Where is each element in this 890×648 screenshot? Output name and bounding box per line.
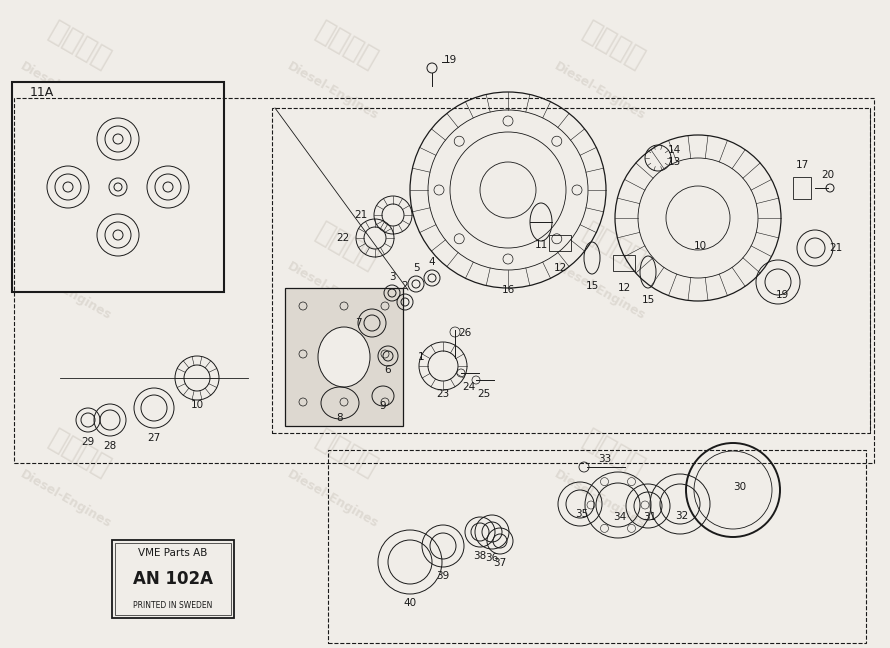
- Text: 10: 10: [190, 400, 204, 410]
- Text: 27: 27: [148, 433, 160, 443]
- Text: 紫发动力: 紫发动力: [578, 17, 650, 74]
- Ellipse shape: [318, 327, 370, 387]
- Text: 28: 28: [103, 441, 117, 451]
- Text: 12: 12: [554, 263, 567, 273]
- Text: 36: 36: [485, 553, 498, 563]
- Text: 25: 25: [477, 389, 490, 399]
- Text: Diesel-Engines: Diesel-Engines: [285, 260, 381, 323]
- Text: 紫发动力: 紫发动力: [312, 17, 383, 74]
- Text: 22: 22: [336, 233, 350, 243]
- Text: VME Parts AB: VME Parts AB: [138, 548, 207, 558]
- Text: 29: 29: [81, 437, 94, 447]
- Text: Diesel-Engines: Diesel-Engines: [18, 468, 114, 530]
- Text: 17: 17: [796, 160, 809, 170]
- Text: PRINTED IN SWEDEN: PRINTED IN SWEDEN: [134, 601, 213, 610]
- Text: 14: 14: [668, 145, 681, 155]
- Text: 3: 3: [389, 272, 395, 282]
- Text: 21: 21: [829, 243, 843, 253]
- Text: 紫发动力: 紫发动力: [312, 425, 383, 482]
- Text: 11: 11: [534, 240, 547, 250]
- Text: 7: 7: [355, 318, 361, 328]
- Bar: [285, 288, 403, 426]
- Text: 21: 21: [354, 210, 368, 220]
- Text: 34: 34: [613, 512, 627, 522]
- Text: 19: 19: [443, 55, 457, 65]
- Text: AN 102A: AN 102A: [133, 570, 213, 588]
- Text: 31: 31: [643, 512, 657, 522]
- Text: 紫发动力: 紫发动力: [312, 218, 383, 275]
- Text: 6: 6: [384, 365, 392, 375]
- Bar: [12, 82, 224, 292]
- Text: 1: 1: [417, 352, 425, 362]
- Text: 9: 9: [380, 401, 386, 411]
- Text: 4: 4: [429, 257, 435, 267]
- Text: 紫发动力: 紫发动力: [44, 17, 116, 74]
- Text: 35: 35: [575, 509, 588, 519]
- Text: 23: 23: [436, 389, 449, 399]
- Text: 紫发动力: 紫发动力: [578, 425, 650, 482]
- Text: 5: 5: [413, 263, 419, 273]
- Text: Diesel-Engines: Diesel-Engines: [552, 260, 648, 323]
- Text: 10: 10: [693, 241, 707, 251]
- Text: 20: 20: [821, 170, 835, 180]
- Text: 39: 39: [436, 571, 449, 581]
- Text: Diesel-Engines: Diesel-Engines: [18, 60, 114, 122]
- Text: 38: 38: [473, 551, 487, 561]
- Text: 2: 2: [401, 281, 409, 291]
- Bar: [272, 108, 870, 433]
- Text: 紫发动力: 紫发动力: [44, 218, 116, 275]
- Bar: [328, 450, 866, 643]
- Text: 32: 32: [676, 511, 689, 521]
- Text: 16: 16: [501, 285, 514, 295]
- Text: 33: 33: [598, 454, 611, 464]
- Bar: [115, 543, 231, 615]
- Text: 26: 26: [458, 328, 472, 338]
- Text: Diesel-Engines: Diesel-Engines: [285, 60, 381, 122]
- Text: 紫发动力: 紫发动力: [578, 218, 650, 275]
- Text: 12: 12: [618, 283, 631, 293]
- Text: 15: 15: [586, 281, 599, 291]
- Bar: [549, 235, 571, 251]
- Bar: [793, 177, 811, 199]
- Text: 8: 8: [336, 413, 344, 423]
- Text: 37: 37: [493, 558, 506, 568]
- Bar: [112, 540, 234, 618]
- Text: Diesel-Engines: Diesel-Engines: [18, 260, 114, 323]
- Text: 15: 15: [642, 295, 655, 305]
- Text: 19: 19: [775, 290, 789, 300]
- Text: 11A: 11A: [30, 86, 54, 98]
- Text: 40: 40: [403, 598, 417, 608]
- Text: Diesel-Engines: Diesel-Engines: [552, 60, 648, 122]
- Bar: [613, 255, 635, 271]
- Text: 紫发动力: 紫发动力: [44, 425, 116, 482]
- Text: 13: 13: [668, 157, 681, 167]
- Text: 30: 30: [733, 482, 747, 492]
- Bar: [14, 98, 874, 463]
- Text: Diesel-Engines: Diesel-Engines: [552, 468, 648, 530]
- Text: 24: 24: [463, 382, 475, 392]
- Text: Diesel-Engines: Diesel-Engines: [285, 468, 381, 530]
